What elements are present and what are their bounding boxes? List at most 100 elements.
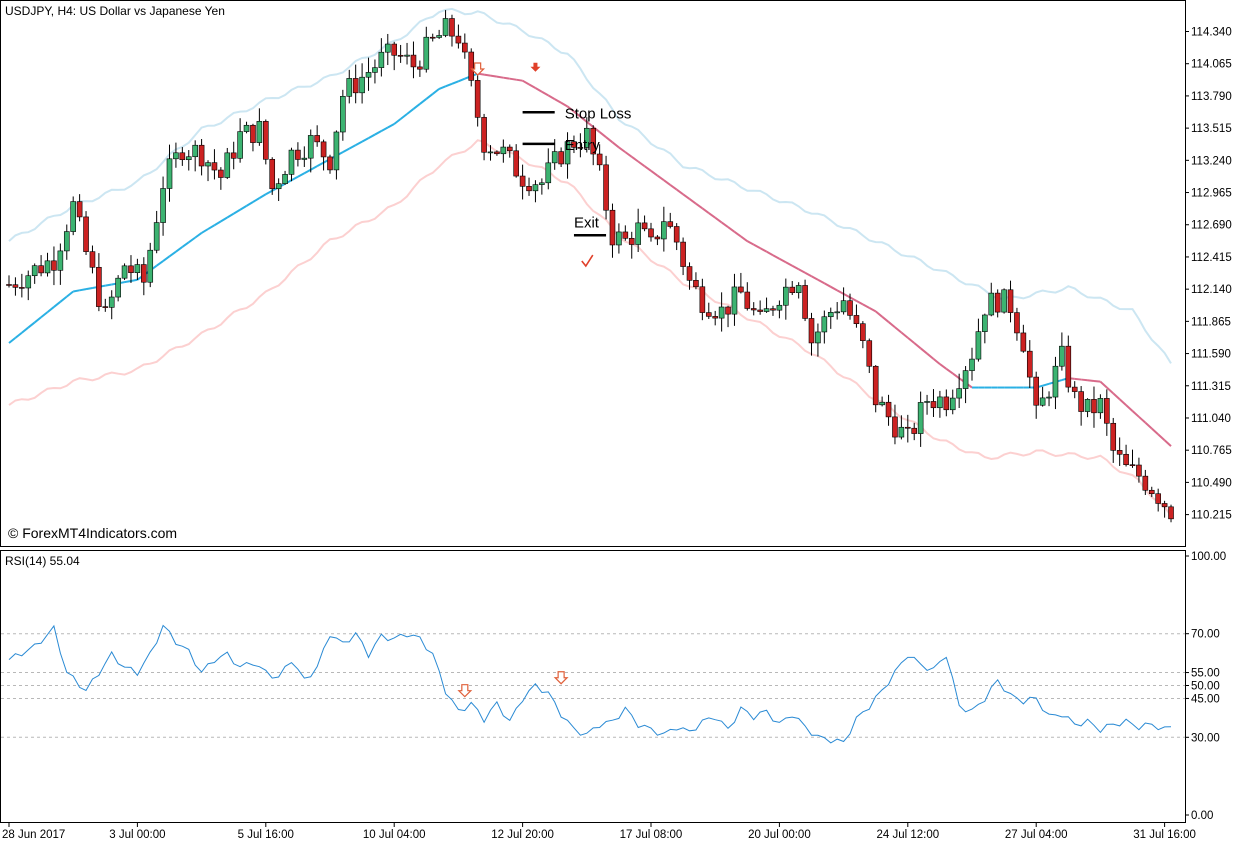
candle-body <box>1123 453 1129 466</box>
price-tick-label: 110.215 <box>1191 510 1232 522</box>
rsi-tick-label: 70.00 <box>1191 629 1220 641</box>
middle-line-segment <box>875 310 883 318</box>
candle-body <box>1116 450 1123 455</box>
middle-line-segment <box>59 295 68 303</box>
candle-body <box>38 265 44 274</box>
middle-line-segment <box>258 193 267 200</box>
price-tick-label: 110.490 <box>1191 477 1232 489</box>
candle-body <box>661 221 667 240</box>
candle-body <box>153 222 160 251</box>
rsi-tick-label: 30.00 <box>1191 732 1220 744</box>
middle-line-segment <box>932 358 941 365</box>
candle-body <box>173 152 179 160</box>
middle-line-segment <box>605 136 614 144</box>
middle-line-segment <box>682 193 691 200</box>
middle-line-segment <box>181 241 190 248</box>
middle-line-segment <box>1112 392 1121 400</box>
candle-body <box>76 201 83 218</box>
candle-body <box>1078 391 1084 412</box>
candle-body <box>673 226 680 243</box>
candle-body <box>25 275 32 289</box>
middle-line-segment <box>156 260 164 267</box>
candle-body <box>269 159 276 190</box>
candle-body <box>442 18 449 36</box>
middle-line-segment <box>599 131 607 138</box>
candle-body <box>141 264 147 283</box>
price-tick-label: 110.765 <box>1191 445 1232 457</box>
candle-body <box>763 308 770 312</box>
annotation-label: Stop Loss <box>565 105 632 122</box>
middle-line-segment <box>676 188 684 196</box>
middle-line-segment <box>862 303 870 309</box>
middle-line-segment <box>791 264 800 271</box>
middle-line-segment <box>380 126 389 132</box>
rsi-sell-arrow-icon <box>457 684 473 698</box>
candle-body <box>160 188 166 223</box>
candle-body <box>1155 493 1161 504</box>
middle-line-segment <box>650 170 659 177</box>
middle-line-segment <box>201 228 209 234</box>
middle-line-segment <box>40 311 49 319</box>
candle-body <box>250 124 256 143</box>
middle-line-segment <box>1138 416 1147 424</box>
candle-body <box>904 426 911 429</box>
candle-body <box>262 121 269 160</box>
middle-line-segment <box>920 347 928 355</box>
candle-body <box>827 312 834 318</box>
candle-body <box>686 266 693 281</box>
middle-line-segment <box>669 184 678 191</box>
middle-line-segment <box>528 83 536 89</box>
candle-body <box>949 397 956 411</box>
candle-body <box>417 66 423 70</box>
middle-line-segment <box>483 73 491 77</box>
middle-line-segment <box>695 202 703 210</box>
candle-body <box>526 186 532 192</box>
middle-line-segment <box>733 230 742 238</box>
time-tick-label: 3 Jul 00:00 <box>109 829 165 841</box>
candle-body <box>969 358 975 371</box>
middle-line-segment <box>868 307 877 313</box>
candle-body <box>699 286 706 313</box>
middle-line-segment <box>798 268 806 274</box>
rsi-line-path <box>8 624 1172 744</box>
candle-body <box>166 158 173 189</box>
candle-body <box>885 401 892 418</box>
time-tick-label: 31 Jul 16:00 <box>1133 829 1196 841</box>
upper-band-line <box>8 7 1172 364</box>
candle-body <box>750 308 757 311</box>
middle-line-segment <box>1151 427 1159 436</box>
candle-body <box>840 300 847 313</box>
candle-body <box>19 287 25 289</box>
middle-line-segment <box>516 78 523 82</box>
middle-line-segment <box>310 165 318 171</box>
candle-body <box>1168 506 1174 520</box>
middle-line-segment <box>419 98 427 105</box>
middle-line-segment <box>1131 410 1140 418</box>
middle-line-segment <box>297 172 305 178</box>
middle-line-segment <box>830 285 838 292</box>
candle-body <box>539 182 545 185</box>
middle-line-segment <box>46 306 55 313</box>
candle-body <box>359 76 365 94</box>
middle-line-segment <box>226 212 235 219</box>
price-tick-label: 111.865 <box>1191 316 1231 328</box>
price-tick-label: 112.690 <box>1191 220 1232 232</box>
candle-body <box>789 286 796 294</box>
price-tick-label: 112.140 <box>1191 284 1232 296</box>
rsi-tick-label: 100.00 <box>1191 551 1226 563</box>
candle-body <box>31 265 38 277</box>
rsi-line <box>8 624 1172 744</box>
candle-body <box>596 153 603 166</box>
middle-line-segment <box>393 118 402 125</box>
middle-line-segment <box>727 226 736 233</box>
candle-body <box>1091 399 1097 414</box>
middle-line-segment <box>509 77 517 81</box>
candle-body <box>1129 464 1136 467</box>
candle-body <box>930 401 937 409</box>
price-tick-label: 113.790 <box>1191 91 1232 103</box>
rsi-tick-label: 45.00 <box>1191 693 1220 705</box>
candle-body <box>462 42 468 53</box>
middle-line-segment <box>643 165 652 172</box>
candle-body <box>295 149 301 160</box>
candle-body <box>243 124 250 132</box>
